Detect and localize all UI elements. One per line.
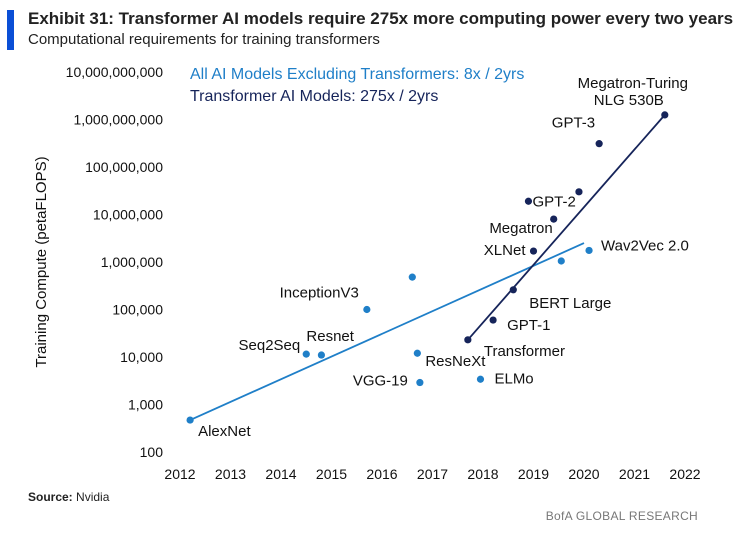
point-label: BERT Large bbox=[529, 295, 611, 312]
point-label: Resnet bbox=[306, 328, 354, 345]
point-label: Megatron bbox=[489, 220, 552, 237]
x-tick-label: 2014 bbox=[265, 466, 296, 482]
source-note: Source: Nvidia bbox=[28, 490, 109, 504]
point-label: AlexNet bbox=[198, 423, 251, 440]
x-tick-label: 2012 bbox=[164, 466, 195, 482]
x-tick-label: 2013 bbox=[215, 466, 246, 482]
point-label: Wav2Vec 2.0 bbox=[601, 237, 689, 254]
legend-entry-transformer: Transformer AI Models: 275x / 2yrs bbox=[190, 88, 438, 105]
x-tick-label: 2022 bbox=[669, 466, 700, 482]
point-label: Megatron-Turing NLG 530B bbox=[578, 75, 688, 109]
x-tick-label: 2017 bbox=[417, 466, 448, 482]
y-tick-label: 10,000,000 bbox=[93, 207, 163, 223]
y-tick-label: 100,000,000 bbox=[85, 159, 163, 175]
exhibit-subtitle: Computational requirements for training … bbox=[28, 31, 380, 48]
y-tick-label: 1,000,000 bbox=[101, 254, 163, 270]
data-point bbox=[464, 336, 472, 344]
data-points bbox=[186, 111, 669, 424]
point-label: VGG-19 bbox=[353, 373, 408, 390]
data-point bbox=[408, 273, 416, 281]
point-label: Seq2Seq bbox=[239, 337, 301, 354]
source-label: Source: bbox=[28, 490, 73, 504]
y-tick-label: 1,000 bbox=[128, 397, 163, 413]
source-value: Nvidia bbox=[76, 490, 110, 504]
point-label: GPT-2 bbox=[532, 193, 575, 210]
y-tick-label: 10,000 bbox=[120, 349, 163, 365]
legend-entry-non-transformer: All AI Models Excluding Transformers: 8x… bbox=[190, 66, 524, 83]
trend-line-non-transformer bbox=[189, 242, 585, 421]
trend-lines bbox=[189, 114, 666, 421]
y-tick-labels: 100 1,000 10,000 100,000 1,000,000 10,000,000… bbox=[66, 64, 164, 460]
x-tick-label: 2018 bbox=[467, 466, 498, 482]
data-point bbox=[363, 305, 371, 314]
y-axis-label: Training Compute (petaFLOPS) bbox=[33, 156, 50, 367]
x-tick-label: 2021 bbox=[619, 466, 650, 482]
data-point bbox=[416, 378, 424, 387]
data-point bbox=[186, 416, 194, 424]
y-tick-label: 100 bbox=[140, 444, 164, 460]
data-point bbox=[509, 286, 517, 294]
accent-bar bbox=[7, 10, 14, 50]
x-tick-label: 2015 bbox=[316, 466, 347, 482]
point-labels: AlexNet Seq2Seq Resnet InceptionV3 ResNeXt VG… bbox=[198, 75, 689, 440]
data-point bbox=[529, 247, 538, 255]
point-label: ELMo bbox=[494, 370, 533, 387]
x-tick-label: 2016 bbox=[366, 466, 397, 482]
point-label: GPT-1 bbox=[507, 317, 550, 334]
y-tick-label: 100,000 bbox=[112, 302, 163, 318]
data-point bbox=[557, 257, 565, 265]
data-point bbox=[476, 375, 485, 383]
point-label: InceptionV3 bbox=[280, 285, 359, 302]
brand-mark: BofA GLOBAL RESEARCH bbox=[545, 509, 698, 523]
data-point bbox=[302, 350, 310, 358]
data-point bbox=[524, 197, 533, 205]
data-point bbox=[550, 215, 558, 223]
data-point bbox=[661, 111, 669, 119]
data-point bbox=[489, 316, 497, 324]
data-point bbox=[595, 140, 603, 148]
exhibit-title: Exhibit 31: Transformer AI models requir… bbox=[28, 9, 734, 28]
trend-line-transformer bbox=[467, 114, 666, 341]
data-point bbox=[317, 351, 325, 359]
x-tick-labels: 2012 2013 2014 2015 2016 2017 2018 2019 2020 2021… bbox=[164, 466, 700, 482]
x-tick-label: 2019 bbox=[518, 466, 549, 482]
data-point bbox=[575, 188, 583, 196]
point-label: GPT-3 bbox=[552, 115, 595, 132]
data-point bbox=[585, 246, 593, 255]
point-label: ResNeXt bbox=[425, 353, 486, 370]
data-point bbox=[413, 349, 421, 357]
y-tick-label: 10,000,000,000 bbox=[66, 64, 164, 80]
x-tick-label: 2020 bbox=[568, 466, 599, 482]
y-tick-label: 1,000,000,000 bbox=[73, 112, 163, 128]
point-label: XLNet bbox=[484, 242, 527, 259]
point-label: Transformer bbox=[484, 343, 565, 360]
